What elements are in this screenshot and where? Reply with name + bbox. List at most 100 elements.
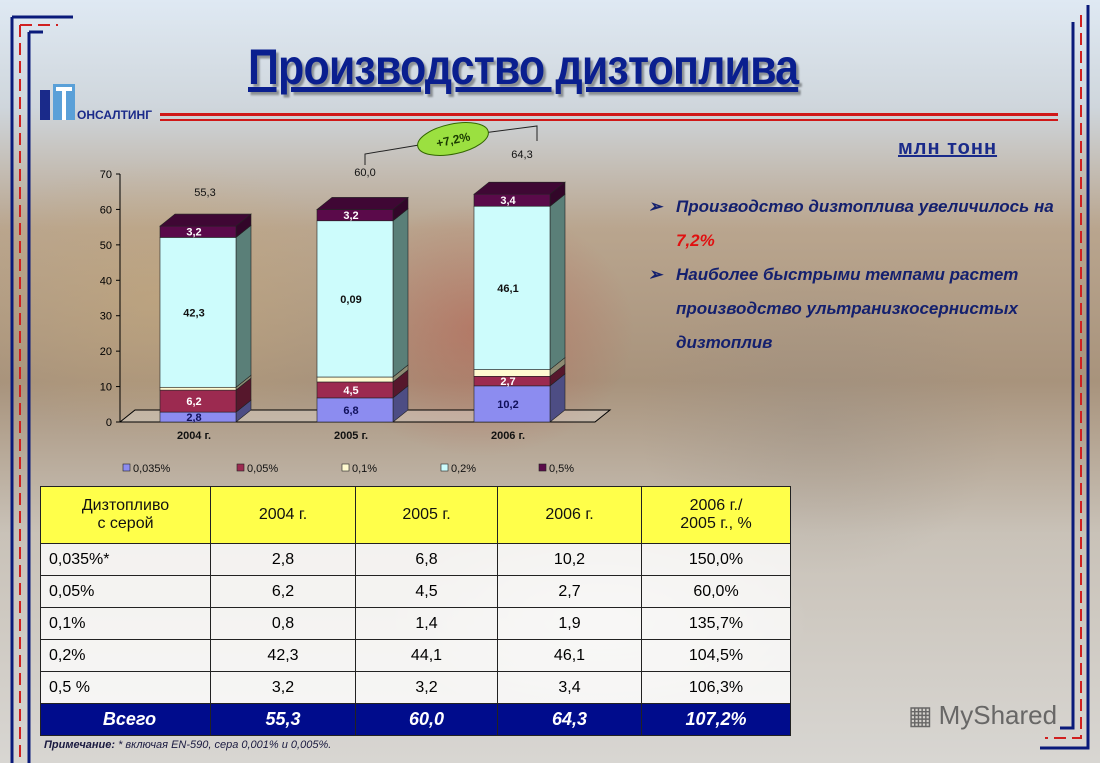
legend-label: 0,2%: [451, 463, 476, 475]
table-row: 0,035%* 2,8 6,8 10,2 150,0%: [40, 543, 791, 576]
table-row: 0,2% 42,3 44,1 46,1 104,5%: [40, 639, 791, 672]
total-cell: 107,2%: [641, 703, 791, 736]
table-cell: 42,3: [210, 639, 356, 672]
bullet-text: Наиболее быстрыми темпами растет произво…: [676, 265, 1019, 352]
growth-badge: [417, 122, 489, 156]
title-divider-secondary: [160, 119, 1058, 121]
total-row: Всего 55,3 60,0 64,3 107,2%: [40, 703, 791, 736]
footnote: Примечание: * включая EN-590, сера 0,001…: [44, 739, 332, 751]
data-label: 2,7: [500, 376, 515, 388]
data-label: 0,09: [340, 294, 361, 306]
table-cell: 0,8: [210, 607, 356, 640]
data-label: 2,8: [186, 412, 201, 424]
table-cell: 1,9: [497, 607, 642, 640]
stacked-bar-chart: 0102030405060702,86,20,842,33,255,32004 …: [100, 122, 612, 475]
table-cell: 0,2%: [40, 639, 211, 672]
legend-swatch: [122, 463, 131, 472]
table-cell: 2,8: [210, 543, 356, 576]
legend-swatch: [236, 463, 245, 472]
column-header: 2004 г.: [210, 486, 356, 544]
table-row: 0,5 % 3,2 3,2 3,4 106,3%: [40, 671, 791, 704]
data-label: 6,2: [186, 396, 201, 408]
bar-segment: [316, 376, 394, 383]
total-label: 64,3: [511, 149, 532, 161]
table-cell: 1,4: [355, 607, 498, 640]
y-tick-label: 60: [100, 204, 112, 216]
bar-segment: [473, 205, 551, 370]
bar-segment: [159, 386, 237, 391]
total-cell: Всего: [40, 703, 211, 736]
table-cell: 0,5 %: [40, 671, 211, 704]
y-tick-label: 40: [100, 275, 112, 287]
table-row: 0,1% 0,8 1,4 1,9 135,7%: [40, 607, 791, 640]
column-header: Дизтопливо с серой: [40, 486, 211, 544]
annotation-line: [364, 143, 426, 165]
annotation-line: [482, 125, 538, 141]
bar-segment: [159, 237, 237, 388]
data-table: Дизтопливо с серой 2004 г. 2005 г. 2006 г. 2…: [40, 486, 791, 736]
legend-label: 0,035%: [133, 463, 171, 475]
watermark: ▦ MyShared: [908, 700, 1058, 730]
units-label: млн тонн: [898, 137, 998, 159]
y-tick-label: 70: [100, 169, 112, 181]
table-cell: 135,7%: [641, 607, 791, 640]
bar-side: [235, 224, 252, 388]
data-label: 42,3: [183, 307, 204, 319]
x-tick-label: 2005 г.: [334, 430, 368, 442]
data-label: 10,2: [497, 399, 518, 411]
total-label: 55,3: [194, 187, 215, 199]
arrow-bullet-icon: ➢: [648, 197, 663, 216]
column-header: 2006 г./ 2005 г., %: [641, 486, 791, 544]
bar-top: [316, 197, 409, 210]
data-label: 6,8: [343, 405, 358, 417]
table-cell: 3,2: [210, 671, 356, 704]
title-divider: [160, 113, 1058, 116]
bullet-highlight: 7,2%: [676, 231, 715, 250]
table-cell: 150,0%: [641, 543, 791, 576]
data-label: 46,1: [497, 283, 518, 295]
table-cell: 0,1%: [40, 607, 211, 640]
legend-swatch: [440, 463, 449, 472]
table-cell: 2,7: [497, 575, 642, 608]
total-cell: 60,0: [355, 703, 498, 736]
legend-swatch: [341, 463, 350, 472]
legend-label: 0,05%: [247, 463, 278, 475]
x-tick-label: 2006 г.: [491, 430, 525, 442]
total-cell: 64,3: [497, 703, 642, 736]
y-tick-label: 30: [100, 311, 112, 323]
bullet-item: ➢ Производство дизтоплива увеличилось на…: [648, 190, 1068, 258]
bullet-text: Производство дизтоплива увеличилось на: [676, 197, 1054, 216]
data-label: 4,5: [343, 385, 358, 397]
y-tick-label: 50: [100, 240, 112, 252]
bullet-list: ➢ Производство дизтоплива увеличилось на…: [648, 190, 1068, 360]
bar-segment: [316, 220, 394, 378]
bar-side: [549, 193, 566, 371]
table-cell: 0,035%*: [40, 543, 211, 576]
data-label: 3,2: [343, 210, 358, 222]
total-label: 60,0: [354, 167, 375, 179]
table-cell: 3,4: [497, 671, 642, 704]
legend-label: 0,5%: [549, 463, 574, 475]
table-cell: 106,3%: [641, 671, 791, 704]
y-tick-label: 20: [100, 346, 112, 358]
table-cell: 46,1: [497, 639, 642, 672]
data-label: 3,4: [500, 195, 516, 207]
bar-top: [159, 213, 252, 227]
bullet-item: ➢ Наиболее быстрыми темпами растет произ…: [648, 258, 1068, 360]
table-cell: 44,1: [355, 639, 498, 672]
x-tick-label: 2004 г.: [177, 430, 211, 442]
column-header: 2006 г.: [497, 486, 642, 544]
svg-text:ОНСАЛТИНГ: ОНСАЛТИНГ: [77, 108, 152, 122]
arrow-bullet-icon: ➢: [648, 265, 663, 284]
legend-label: 0,1%: [352, 463, 377, 475]
bar-segment: [473, 369, 551, 377]
table-cell: 10,2: [497, 543, 642, 576]
table-cell: 3,2: [355, 671, 498, 704]
bar-side: [392, 208, 409, 378]
y-tick-label: 10: [100, 382, 112, 394]
table-cell: 60,0%: [641, 575, 791, 608]
y-tick-label: 0: [106, 417, 112, 429]
total-cell: 55,3: [210, 703, 356, 736]
table-cell: 6,8: [355, 543, 498, 576]
